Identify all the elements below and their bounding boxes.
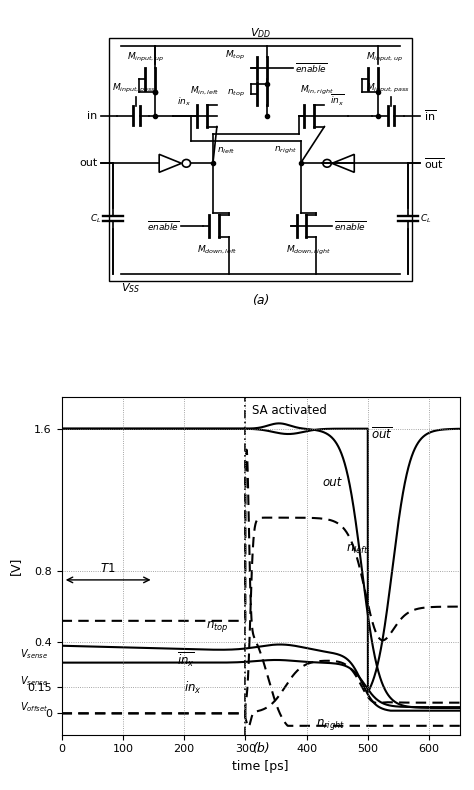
Text: (b): (b) [252,742,270,754]
Text: $V_{sense}$: $V_{sense}$ [20,647,48,660]
Text: $M_{down,left}$: $M_{down,left}$ [197,244,237,257]
Text: $\overline{\rm out}$: $\overline{\rm out}$ [424,156,444,171]
Text: $\overline{in_x}$: $\overline{in_x}$ [330,92,344,108]
Text: $M_{in,right}$: $M_{in,right}$ [300,84,333,97]
Text: $\overline{enable}$: $\overline{enable}$ [334,219,367,233]
Bar [109,39,412,281]
Text: $M_{in,left}$: $M_{in,left}$ [191,85,219,97]
Text: $V_{SS}$: $V_{SS}$ [121,281,141,295]
Text: $in_x$: $in_x$ [184,680,202,697]
Text: $n_{right}$: $n_{right}$ [274,145,297,156]
Text: in: in [87,111,98,121]
Text: $C_L$: $C_L$ [420,213,431,224]
Text: out: out [79,158,98,168]
Text: $M_{input,up}$: $M_{input,up}$ [127,51,164,64]
Text: $\overline{out}$: $\overline{out}$ [371,427,392,442]
Text: $M_{down,right}$: $M_{down,right}$ [286,244,331,258]
Text: $M_{top}$: $M_{top}$ [225,49,245,62]
Text: out: out [322,476,341,488]
Text: $C_L$: $C_L$ [90,213,101,224]
X-axis label: time [ps]: time [ps] [232,760,289,773]
Text: $V_{offset}$: $V_{offset}$ [20,700,48,714]
Text: $M_{input,up}$: $M_{input,up}$ [365,51,402,64]
Text: $n_{left}$: $n_{left}$ [346,543,370,556]
Text: $n_{right}$: $n_{right}$ [316,717,345,732]
Text: $n_{left}$: $n_{left}$ [217,145,235,156]
Text: $M_{input,pass}$: $M_{input,pass}$ [111,82,155,96]
Y-axis label: [V]: [V] [9,556,22,575]
Text: $in_x$: $in_x$ [177,96,191,108]
Text: $\overline{in_x}$: $\overline{in_x}$ [177,651,195,669]
Text: $V_{sense}$: $V_{sense}$ [20,675,48,688]
Text: $\overline{\rm in}$: $\overline{\rm in}$ [424,108,436,123]
Text: $\overline{enable}$: $\overline{enable}$ [294,61,327,75]
Text: $n_{top}$: $n_{top}$ [206,619,228,634]
Text: $M_{input,pass}$: $M_{input,pass}$ [366,82,410,96]
Text: $V_{DD}$: $V_{DD}$ [250,26,271,40]
Text: $T1$: $T1$ [100,562,115,574]
Text: SA activated: SA activated [252,404,327,417]
Text: $\overline{enable}$: $\overline{enable}$ [146,219,179,233]
Text: $n_{top}$: $n_{top}$ [227,88,245,99]
Text: (a): (a) [252,294,269,307]
